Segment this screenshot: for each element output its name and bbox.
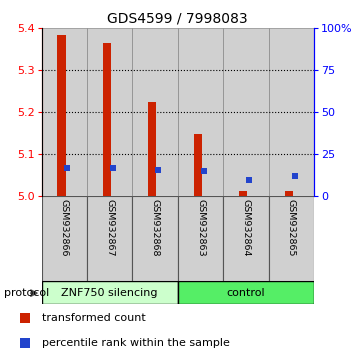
Bar (132, 196, 178, 281)
Text: GSM932867: GSM932867 (105, 199, 114, 257)
Bar (42, 28, 87, 196)
Text: control: control (227, 288, 265, 298)
Bar (269, 28, 314, 196)
Text: GSM932863: GSM932863 (196, 199, 205, 257)
Bar (148, 102, 156, 196)
Text: GSM932868: GSM932868 (151, 199, 160, 257)
Text: GSM932864: GSM932864 (242, 199, 251, 257)
Bar (223, 28, 269, 196)
Bar (223, 196, 269, 281)
Bar (42, 196, 87, 281)
Bar (239, 192, 247, 196)
Bar (87, 28, 132, 196)
Bar (194, 134, 202, 196)
Title: GDS4599 / 7998083: GDS4599 / 7998083 (108, 12, 248, 26)
Bar (269, 196, 314, 281)
Text: GSM932865: GSM932865 (287, 199, 296, 257)
Bar (87, 196, 132, 281)
Bar (103, 43, 111, 196)
Text: GSM932866: GSM932866 (60, 199, 69, 257)
Text: protocol: protocol (4, 288, 49, 298)
Bar (132, 28, 178, 196)
Bar (178, 28, 223, 196)
Text: ZNF750 silencing: ZNF750 silencing (61, 288, 158, 298)
Bar (178, 281, 314, 304)
Text: transformed count: transformed count (42, 313, 146, 323)
Bar (42, 281, 178, 304)
Bar (284, 191, 293, 196)
Bar (178, 196, 223, 281)
Bar (57, 35, 66, 196)
Text: percentile rank within the sample: percentile rank within the sample (42, 338, 230, 348)
